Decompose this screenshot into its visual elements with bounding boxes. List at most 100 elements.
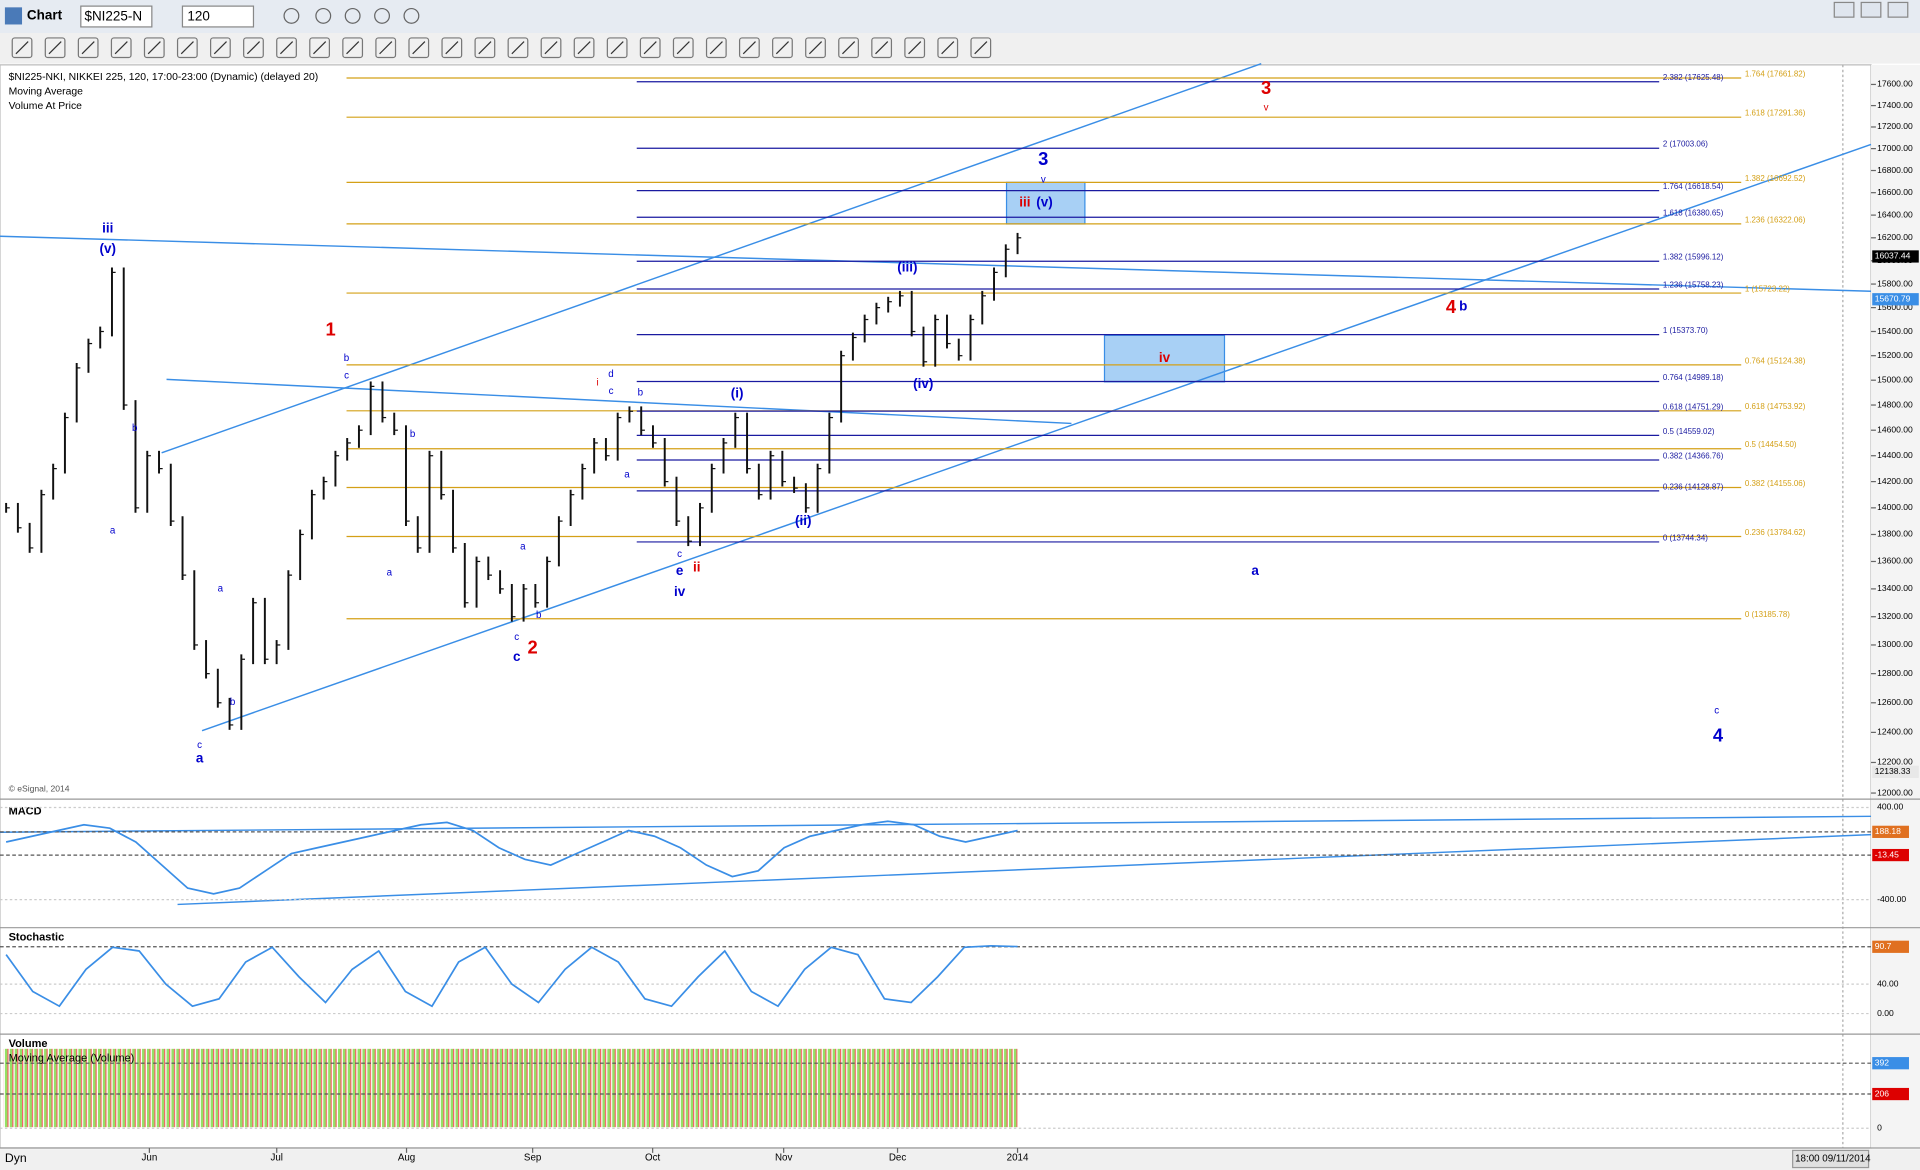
tool-button[interactable] (44, 37, 66, 59)
x-tick-label: 2014 (1007, 1152, 1029, 1163)
tool-button[interactable] (309, 37, 330, 59)
tool-button[interactable] (606, 37, 628, 59)
interval-input[interactable] (181, 5, 255, 28)
tool-button[interactable] (441, 37, 463, 59)
wave-label: iii (102, 220, 113, 235)
y-tick-label: 13400.00 (1877, 583, 1913, 593)
tool-button[interactable] (374, 7, 390, 24)
trend-line (177, 833, 1872, 906)
y-tick-label: 17600.00 (1877, 79, 1913, 89)
tool-glyph (346, 41, 360, 55)
interval-text: 120 (187, 9, 209, 24)
fib-label: 1.382 (15996.12) (1663, 253, 1724, 262)
tool-button[interactable] (210, 37, 231, 59)
tool-button[interactable] (474, 37, 496, 59)
tool-glyph (577, 41, 591, 55)
tool-button[interactable] (871, 37, 893, 59)
y-tick-label: 13600.00 (1877, 556, 1913, 566)
y-tick-label: 17400.00 (1877, 100, 1913, 110)
tool-glyph (279, 41, 294, 55)
y-tick-label: 12400.00 (1877, 727, 1913, 737)
wave-label: iv (674, 584, 686, 599)
tool-button[interactable] (672, 37, 694, 59)
wave-label: c (514, 632, 519, 643)
wave-label: 3 (1261, 77, 1271, 98)
tool-button[interactable] (573, 37, 595, 59)
value-tag-label: 392 (1875, 1057, 1890, 1067)
panel-separators (0, 798, 1920, 1149)
symbol-text: $NI225-N (84, 9, 142, 24)
tool-button[interactable] (77, 37, 99, 59)
tool-button[interactable] (805, 37, 826, 59)
tool-glyph (180, 41, 194, 55)
tool-button[interactable] (276, 37, 297, 59)
tool-button[interactable] (243, 37, 264, 59)
value-tag-label: 188.18 (1875, 826, 1901, 836)
tool-glyph (48, 41, 62, 55)
tool-button[interactable] (342, 37, 364, 59)
fib-label: 1.618 (17291.36) (1745, 109, 1806, 118)
timestamp-box (1792, 1149, 1870, 1169)
header-line: Volume At Price (9, 101, 83, 112)
fib-label: 2.382 (17625.48) (1663, 73, 1724, 82)
y-tick-label: 15600.00 (1877, 302, 1913, 312)
tool-button[interactable] (283, 7, 300, 24)
title-bar (0, 0, 1920, 34)
fib-label: 1.764 (16618.54) (1663, 182, 1724, 191)
y-tick-label: 12200.00 (1877, 757, 1913, 767)
price-tag-label: 15670.79 (1875, 294, 1911, 304)
volume-bars (3, 1048, 1018, 1128)
y-tick-label: 0 (1877, 1122, 1882, 1132)
tool-button[interactable] (11, 37, 33, 59)
wave-label: ii (693, 559, 700, 574)
symbol-input[interactable] (80, 5, 153, 28)
tool-button[interactable] (110, 37, 132, 59)
tool-button[interactable] (375, 37, 397, 59)
y-tick-label: 17000.00 (1877, 143, 1913, 153)
window-button[interactable] (1860, 1, 1882, 18)
x-tick-label: Jun (141, 1152, 157, 1163)
tool-button[interactable] (904, 37, 926, 59)
y-tick-label: -400.00 (1877, 894, 1906, 904)
tool-button[interactable] (315, 7, 332, 24)
target-box (1103, 334, 1226, 383)
tool-button[interactable] (970, 37, 992, 59)
y-tick-label: 15800.00 (1877, 278, 1913, 288)
y-tick-label: 14400.00 (1877, 450, 1913, 460)
y-tick-label: 14600.00 (1877, 424, 1913, 434)
tool-button[interactable] (176, 37, 198, 59)
tool-button[interactable] (403, 7, 420, 24)
tool-button[interactable] (143, 37, 165, 59)
tool-glyph (775, 41, 790, 55)
window-button[interactable] (1833, 1, 1855, 18)
tool-button[interactable] (838, 37, 859, 59)
wave-label: (ii) (795, 513, 811, 528)
tool-button[interactable] (639, 37, 661, 59)
header-line: Moving Average (9, 87, 84, 98)
tool-glyph (511, 41, 525, 55)
window-button[interactable] (1887, 1, 1909, 18)
y-tick-label: 40.00 (1877, 978, 1899, 988)
y-tick-label: 0.00 (1877, 1008, 1894, 1018)
value-tag (1872, 940, 1909, 953)
wave-label: b (230, 697, 236, 708)
tool-button[interactable] (937, 37, 959, 59)
tool-button[interactable] (705, 37, 727, 59)
tool-button[interactable] (738, 37, 760, 59)
wave-label: b (1459, 299, 1467, 314)
tool-glyph (808, 41, 823, 55)
tool-button[interactable] (772, 37, 793, 59)
wave-label: 2 (528, 636, 538, 657)
tool-button[interactable] (344, 7, 361, 24)
wave-label: 3 (1038, 148, 1048, 169)
wave-label: c (677, 549, 682, 560)
wave-label: (v) (1036, 195, 1052, 210)
y-tick-label: 14800.00 (1877, 399, 1913, 409)
tool-button[interactable] (507, 37, 529, 59)
fib-label: 0.5 (14559.02) (1663, 427, 1715, 436)
wave-label: c (197, 740, 202, 751)
tool-button[interactable] (540, 37, 562, 59)
price-tag-label: 16037.44 (1875, 251, 1911, 261)
tool-button[interactable] (408, 37, 430, 59)
